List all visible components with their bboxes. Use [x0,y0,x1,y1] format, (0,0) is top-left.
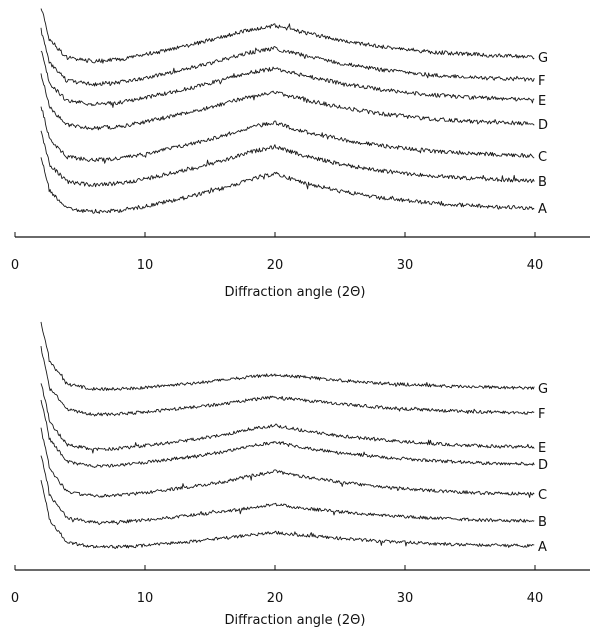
series-label-b: B [538,515,547,530]
series-trace-f [40,345,535,417]
series-label-c: C [538,488,547,503]
series-label-e: E [538,94,546,109]
series-trace-d [40,399,535,468]
series-label-d: D [538,458,548,473]
series-label-g: G [538,382,548,397]
x-axis-label: Diffraction angle (2Θ) [225,285,366,300]
x-tick-label: 30 [397,591,414,606]
x-tick-label: 0 [11,591,19,606]
x-tick-label: 30 [397,258,414,273]
series-label-g: G [538,51,548,66]
series-label-f: F [538,74,545,89]
series-trace-d [40,73,535,131]
series-label-c: C [538,150,547,165]
series-label-b: B [538,175,547,190]
series-trace-a [40,157,535,214]
series-label-d: D [538,118,548,133]
series-trace-f [40,27,535,87]
x-tick-label: 40 [527,591,544,606]
series-label-a: A [538,202,547,217]
x-tick-label: 20 [267,258,284,273]
series-trace-e [40,383,535,454]
x-tick-label: 10 [137,591,154,606]
series-trace-c [40,427,535,498]
series-trace-b [40,455,535,526]
series-trace-e [40,50,535,108]
x-axis-label: Diffraction angle (2Θ) [225,613,366,628]
series-trace-a [40,480,535,549]
series-label-e: E [538,441,546,456]
series-label-f: F [538,407,545,422]
x-tick-label: 40 [527,258,544,273]
x-tick-label: 20 [267,591,284,606]
series-trace-c [40,106,535,164]
series-label-a: A [538,540,547,555]
series-trace-g [40,321,535,391]
x-tick-label: 0 [11,258,19,273]
series-trace-b [40,130,535,188]
series-trace-g [40,8,535,64]
x-tick-label: 10 [137,258,154,273]
